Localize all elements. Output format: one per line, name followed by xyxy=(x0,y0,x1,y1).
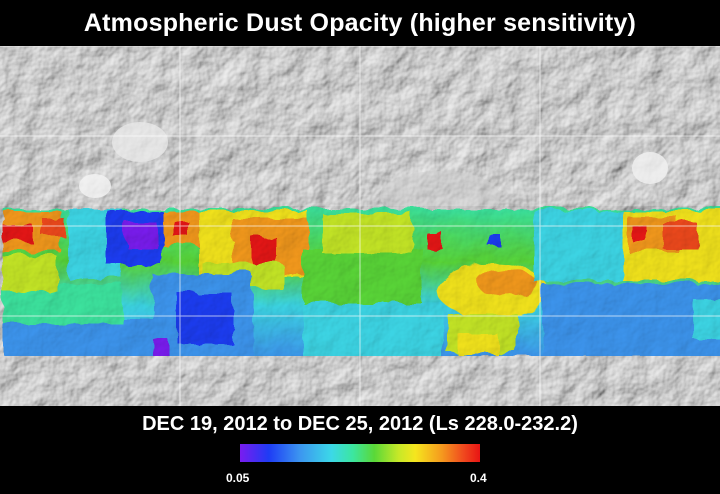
volcano-tharsis xyxy=(79,174,111,198)
dust-opacity-map xyxy=(0,46,720,406)
graticule xyxy=(0,46,720,406)
colorbar xyxy=(240,444,480,462)
legend-max-label: 0.4 xyxy=(470,471,487,485)
map-title: Atmospheric Dust Opacity (higher sensiti… xyxy=(83,8,637,37)
date-range: DEC 19, 2012 to DEC 25, 2012 (Ls 228.0-2… xyxy=(142,412,578,435)
legend-min-label: 0.05 xyxy=(226,471,250,485)
volcano-olympus xyxy=(112,122,168,162)
color-legend: 0.05 0.4 xyxy=(200,442,520,492)
volcano-elysium xyxy=(632,152,668,184)
